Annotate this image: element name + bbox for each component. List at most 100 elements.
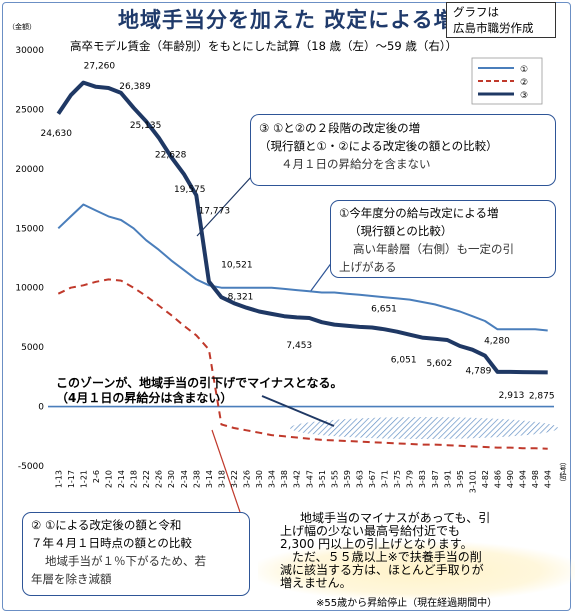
data-label: 8,321	[228, 293, 254, 303]
x-tick-label: 3-91	[443, 470, 452, 488]
x-tick-label: 3-83	[418, 470, 427, 488]
minus-zone-note: このゾーンが、地域手当の引下げでマイナスとなる。 （4月１日の昇給分は含まない）	[56, 376, 343, 406]
x-tick-label: 3-42	[293, 470, 302, 488]
bottom-note-line-6: 増えません。	[280, 576, 352, 590]
zone-note-line-2: （4月１日の昇給分は含まない）	[56, 391, 233, 405]
x-tick-label: 2-26	[155, 470, 164, 488]
x-tick-label: 4-90	[506, 470, 515, 488]
data-label: 7,453	[286, 341, 312, 351]
x-tick-label: 3-55	[330, 470, 339, 488]
x-tick-label: 3-34	[268, 470, 277, 488]
x-tick-label: 3-14	[205, 470, 214, 488]
x-tick-label: 2-22	[142, 470, 151, 488]
legend-label: ②	[520, 78, 528, 88]
callout-3-leader	[196, 175, 253, 237]
callout-3-line-2: （現行額と①・②による改定後の額との比較）	[259, 139, 498, 153]
data-label: 26,389	[119, 82, 151, 92]
x-tick-label: 1-13	[54, 470, 63, 488]
x-tick-label: 2-30	[167, 470, 176, 488]
y-tick-label: 15000	[15, 224, 44, 234]
chart-subtitle: 高卒モデル賃金（年齢別）をもとにした試算（18 歳（左）～59 歳（右））	[70, 39, 458, 53]
x-tick-label: 3-30	[255, 470, 264, 488]
callout-2-line-1: ② ①による改定後の額と令和	[31, 518, 182, 532]
callout-2-line-2: ７年４月１日時点の額との比較	[31, 536, 192, 550]
callout-1-line-1: ①今年度分の給与改定による増	[339, 206, 499, 220]
y-unit-label: （金額）	[8, 23, 36, 31]
data-label: 24,630	[41, 129, 73, 139]
x-tick-label: 2-10	[104, 470, 113, 488]
source-line-1: グラフは	[453, 5, 499, 19]
x-tick-label: 1-17	[67, 470, 76, 488]
x-tick-label: 3-59	[343, 470, 352, 488]
data-label: 27,260	[84, 62, 116, 72]
series-line-2	[57, 278, 548, 450]
x-tick-label: 3-63	[355, 470, 364, 488]
x-tick-label: 3-67	[368, 470, 377, 488]
callout-3-line-1: ③ ①と②の２段階の改定後の増	[259, 121, 421, 135]
series-line-1	[57, 203, 548, 332]
series-line-3	[56, 80, 548, 375]
bottom-note-line-1: 地域手当のマイナスがあっても、引	[300, 511, 491, 525]
bottom-note-line-4: ただ、５５歳以上※で扶養手当の削	[292, 550, 482, 564]
x-tick-label: 3-26	[243, 470, 252, 488]
x-tick-label: 3-101	[468, 470, 477, 493]
zone-note-line-1: このゾーンが、地域手当の引下げでマイナスとなる。	[56, 376, 343, 390]
data-label: 10,521	[221, 261, 253, 271]
data-label: 22,628	[155, 151, 187, 161]
minus-zone-hatch	[290, 417, 558, 439]
note-highlight	[258, 542, 575, 600]
legend-label: ①	[520, 65, 528, 75]
callout-series-1: ①今年度分の給与改定による増 （現行額との比較） 高い年齢層（右側）も一定の引 …	[330, 200, 556, 278]
callout-1-line-4: 上げがある	[339, 260, 397, 274]
x-tick-label: 3-51	[318, 470, 327, 488]
x-tick-label: 4-86	[494, 470, 503, 488]
callout-3-line-3: ４月１日の昇給分を含まない	[281, 157, 431, 171]
callout-1-line-3: 高い年齢層（右側）も一定の引	[353, 242, 514, 256]
x-tick-label: 3-87	[431, 470, 440, 488]
y-tick-label: 0	[38, 403, 44, 413]
data-label: 6,651	[371, 305, 397, 315]
x-tick-label: 3-47	[305, 470, 314, 488]
bottom-note-line-3: 2,300 円以上の引上げとなります。	[280, 537, 473, 551]
data-label: 25,135	[130, 121, 162, 131]
y-tick-label: 25000	[15, 105, 44, 115]
data-label: 2,913	[499, 391, 525, 401]
x-tick-label: 4-94	[544, 470, 553, 488]
x-tick-label: 2-38	[192, 470, 201, 488]
data-label: 17,773	[199, 206, 231, 216]
zone-arrow	[261, 395, 335, 427]
data-label: 2,875	[529, 391, 555, 401]
x-tick-label: 3-22	[230, 470, 239, 488]
callout-series-3: ③ ①と②の２段階の改定後の増 （現行額と①・②による改定後の額との比較） ４月…	[250, 114, 556, 186]
x-unit-label: （号給）	[559, 458, 567, 486]
y-tick-label: 5000	[21, 343, 44, 353]
x-tick-label: 3-79	[406, 470, 415, 488]
x-tick-label: 2-14	[117, 470, 126, 488]
footnote: ※55歳から昇給停止（現在経過期間中）	[316, 598, 498, 609]
data-label: 4,280	[484, 337, 510, 347]
x-tick-label: 4-98	[531, 470, 540, 488]
source-line-2: 広島市職労作成	[453, 21, 534, 35]
data-label: 4,789	[466, 367, 492, 377]
x-tick-label: 2-34	[180, 470, 189, 488]
y-tick-label: 20000	[15, 165, 44, 175]
bottom-note-line-5: 減に該当する方は、ほとんど手取りが	[280, 563, 484, 577]
x-tick-label: 3-95	[456, 470, 465, 488]
y-tick-label: -5000	[18, 462, 44, 472]
x-tick-label: 4-82	[481, 470, 490, 488]
data-label: 19,575	[174, 185, 206, 195]
bottom-note: 地域手当のマイナスがあっても、引 上げ幅の少ない最高号給付近でも 2,300 円…	[280, 512, 490, 590]
bottom-note-line-2: 上げ幅の少ない最高号給付近でも	[280, 524, 461, 538]
x-tick-label: 3-75	[393, 470, 402, 488]
y-tick-label: 10000	[15, 284, 44, 294]
chart-title: 地域手当分を加えた 改定による増減	[118, 8, 478, 32]
y-tick-label: 30000	[15, 46, 44, 56]
legend-label: ③	[520, 91, 528, 101]
x-tick-label: 4-94	[519, 470, 528, 488]
callout-1-line-2: （現行額との比較）	[349, 224, 453, 238]
x-tick-label: 2-6	[92, 470, 101, 483]
data-label: 6,051	[391, 356, 417, 366]
callout-2-line-3: 地域手当が１％下がるため、若	[45, 554, 206, 568]
chart-frame	[2, 2, 571, 611]
